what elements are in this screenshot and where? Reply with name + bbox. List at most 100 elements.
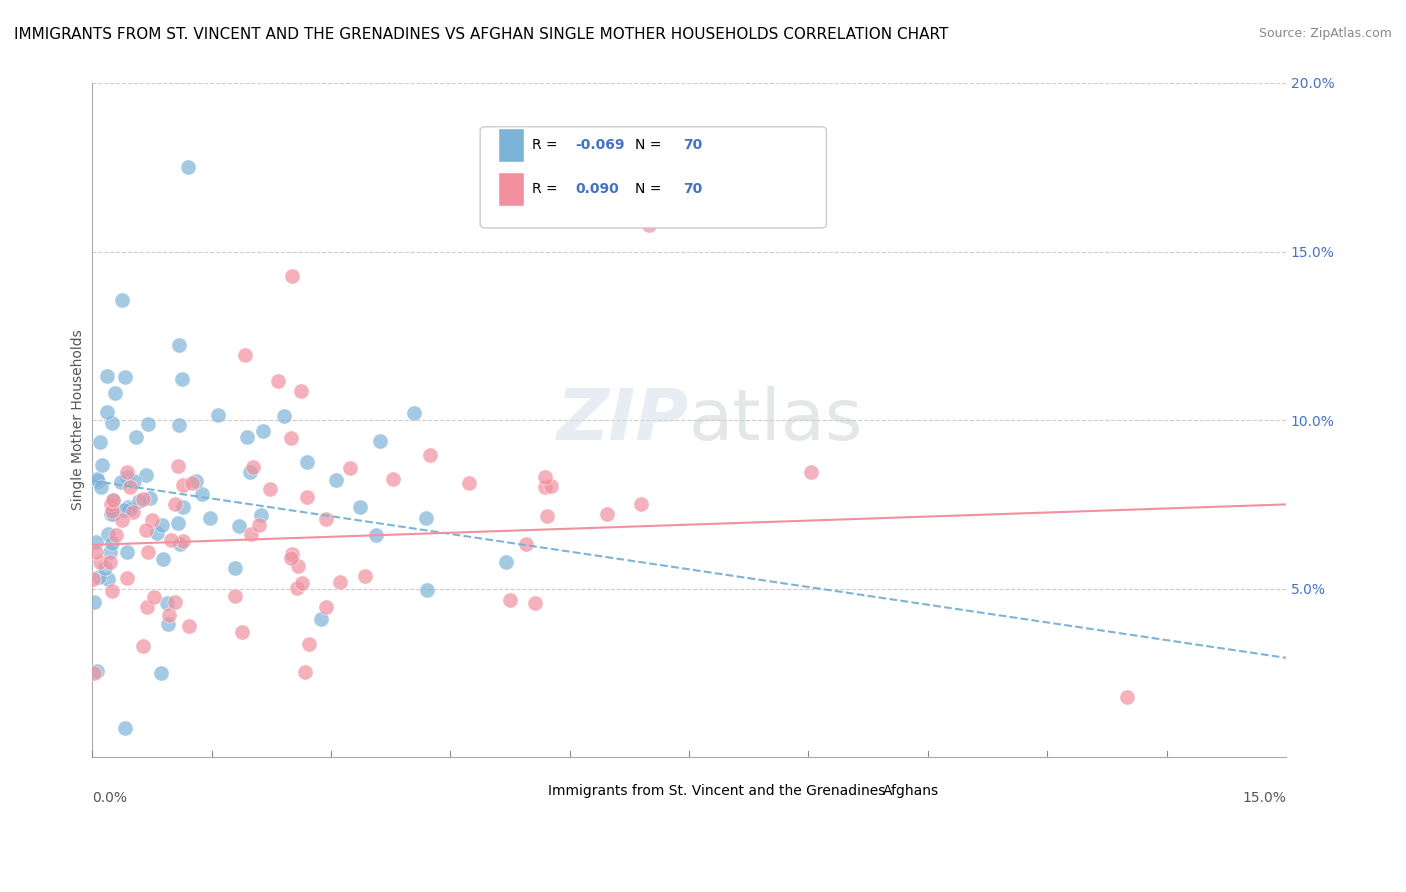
Point bbox=[596, 507, 619, 521]
Point bbox=[141, 513, 163, 527]
Point bbox=[534, 480, 557, 494]
Point bbox=[100, 583, 122, 598]
Point bbox=[311, 612, 333, 626]
Text: Afghans: Afghans bbox=[883, 784, 939, 798]
Point bbox=[298, 637, 321, 651]
Point bbox=[128, 494, 150, 508]
Point bbox=[239, 526, 262, 541]
Point bbox=[125, 430, 148, 444]
Text: 0.0%: 0.0% bbox=[93, 791, 127, 805]
Point bbox=[150, 517, 173, 532]
Point bbox=[156, 596, 179, 610]
Point bbox=[105, 528, 128, 542]
Point bbox=[515, 537, 537, 551]
Point bbox=[294, 665, 316, 679]
Point bbox=[159, 533, 181, 547]
Point bbox=[533, 470, 555, 484]
Point bbox=[524, 596, 547, 610]
Point bbox=[228, 518, 250, 533]
Point bbox=[163, 497, 186, 511]
Point bbox=[540, 479, 562, 493]
Point bbox=[1115, 690, 1137, 704]
Point bbox=[169, 537, 191, 551]
Point bbox=[172, 477, 194, 491]
Point bbox=[315, 599, 337, 614]
Point bbox=[800, 465, 823, 479]
Point bbox=[87, 474, 110, 488]
Point bbox=[135, 523, 157, 537]
Point bbox=[457, 475, 479, 490]
Point bbox=[295, 490, 318, 504]
Point bbox=[280, 268, 302, 283]
Point bbox=[142, 590, 165, 604]
Point bbox=[114, 370, 136, 384]
Point bbox=[315, 512, 337, 526]
Point bbox=[124, 474, 146, 488]
Point bbox=[416, 583, 439, 598]
Point bbox=[120, 480, 142, 494]
Point bbox=[169, 418, 191, 433]
Point bbox=[285, 581, 308, 595]
Point bbox=[86, 472, 108, 486]
Point bbox=[115, 465, 138, 479]
Point bbox=[207, 408, 229, 422]
Point bbox=[290, 384, 312, 398]
Point bbox=[167, 338, 190, 352]
Point bbox=[349, 500, 371, 514]
Point bbox=[329, 575, 352, 590]
Point bbox=[103, 493, 125, 508]
Text: 0.090: 0.090 bbox=[575, 182, 620, 196]
Point bbox=[82, 572, 104, 586]
Point bbox=[165, 595, 187, 609]
Point bbox=[167, 516, 190, 530]
Point bbox=[97, 572, 120, 586]
FancyBboxPatch shape bbox=[845, 774, 875, 808]
Point bbox=[118, 502, 141, 516]
Text: -0.069: -0.069 bbox=[575, 138, 626, 152]
Point bbox=[122, 505, 145, 519]
Text: ZIP: ZIP bbox=[557, 385, 689, 455]
FancyBboxPatch shape bbox=[510, 774, 540, 808]
Text: R =: R = bbox=[531, 138, 561, 152]
Point bbox=[89, 434, 111, 449]
Point bbox=[98, 555, 121, 569]
Point bbox=[139, 491, 162, 506]
Point bbox=[280, 431, 302, 445]
Point bbox=[297, 455, 319, 469]
Point bbox=[89, 555, 111, 569]
Point bbox=[100, 507, 122, 521]
Point bbox=[224, 561, 246, 575]
Point bbox=[354, 568, 377, 582]
Point bbox=[96, 405, 118, 419]
Point bbox=[252, 424, 274, 438]
Point bbox=[419, 448, 441, 462]
Point bbox=[86, 664, 108, 678]
Point bbox=[191, 487, 214, 501]
Point bbox=[170, 372, 193, 386]
Point bbox=[110, 475, 132, 490]
Point bbox=[166, 458, 188, 473]
Text: N =: N = bbox=[636, 182, 666, 196]
Point bbox=[630, 497, 652, 511]
Point bbox=[103, 492, 125, 507]
Text: Immigrants from St. Vincent and the Grenadines: Immigrants from St. Vincent and the Gren… bbox=[548, 784, 886, 798]
Text: Source: ZipAtlas.com: Source: ZipAtlas.com bbox=[1258, 27, 1392, 40]
Point bbox=[114, 721, 136, 735]
Point bbox=[233, 348, 256, 362]
Point bbox=[404, 406, 426, 420]
Point bbox=[84, 535, 107, 549]
Point bbox=[495, 555, 517, 569]
Point bbox=[111, 293, 134, 307]
Point bbox=[179, 618, 201, 632]
Text: 70: 70 bbox=[683, 182, 703, 196]
Point bbox=[132, 640, 155, 654]
Point bbox=[499, 593, 522, 607]
Point bbox=[152, 552, 174, 566]
Point bbox=[136, 545, 159, 559]
Point bbox=[247, 518, 270, 533]
Point bbox=[236, 430, 259, 444]
Point bbox=[100, 497, 122, 511]
FancyBboxPatch shape bbox=[498, 172, 524, 206]
Point bbox=[135, 468, 157, 483]
Point bbox=[224, 589, 246, 603]
